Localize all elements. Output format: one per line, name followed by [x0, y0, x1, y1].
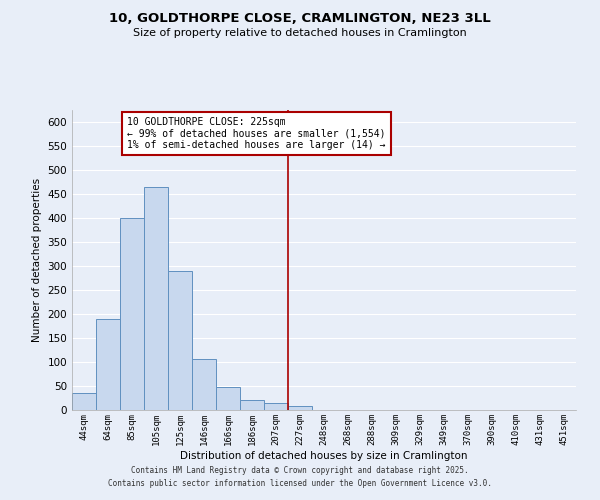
Bar — [96, 319, 120, 410]
Text: 10 GOLDTHORPE CLOSE: 225sqm
← 99% of detached houses are smaller (1,554)
1% of s: 10 GOLDTHORPE CLOSE: 225sqm ← 99% of det… — [127, 117, 386, 150]
Bar — [72, 393, 96, 410]
Bar — [144, 187, 168, 410]
Bar — [120, 218, 144, 410]
Text: Contains HM Land Registry data © Crown copyright and database right 2025.
Contai: Contains HM Land Registry data © Crown c… — [108, 466, 492, 487]
Y-axis label: Number of detached properties: Number of detached properties — [32, 178, 42, 342]
Bar — [192, 358, 216, 410]
Text: 10, GOLDTHORPE CLOSE, CRAMLINGTON, NE23 3LL: 10, GOLDTHORPE CLOSE, CRAMLINGTON, NE23 … — [109, 12, 491, 26]
Bar — [240, 400, 264, 410]
Bar — [288, 406, 312, 410]
Bar — [264, 403, 288, 410]
Text: Size of property relative to detached houses in Cramlington: Size of property relative to detached ho… — [133, 28, 467, 38]
Bar — [216, 387, 240, 410]
Bar — [168, 271, 192, 410]
X-axis label: Distribution of detached houses by size in Cramlington: Distribution of detached houses by size … — [180, 450, 468, 460]
